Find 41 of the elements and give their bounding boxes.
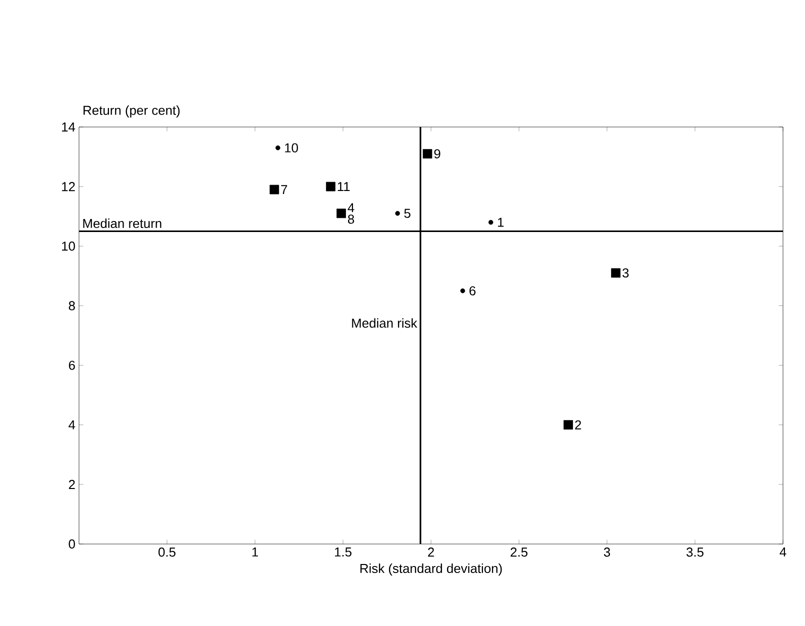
point [395,210,400,216]
x-tick-label: 0.5 [158,548,176,557]
point [326,182,336,192]
y-tick-label: 6 [68,360,75,370]
annotation: 10 [285,143,298,152]
ref-line-label: Median return [83,218,162,228]
point [275,145,280,150]
y-axis-title: Return (per cent) [84,105,180,118]
y-tick-label: 4 [68,420,76,430]
point [422,149,432,158]
annotation: 1 [498,218,504,227]
annotation: 8 [348,214,354,224]
y-tick-label: 12 [62,182,75,192]
point [460,288,466,294]
annotation: 11 [338,182,350,192]
y-tick-label: 10 [62,242,75,251]
y-tick-label: 2 [68,480,75,489]
point [270,184,280,194]
y-tick-label: 0 [68,539,75,549]
x-tick-label: 1.5 [334,548,352,557]
x-tick-label: 4 [780,548,786,556]
annotation: 4 [348,203,354,212]
x-axis-title: Risk (standard deviation) [360,564,502,576]
point [336,208,346,218]
annotation: 3 [622,268,629,278]
point [611,268,620,278]
x-tick-label: 3.5 [686,548,704,557]
x-tick-label: 2.5 [510,548,528,557]
point [564,420,573,430]
y-tick-label: 14 [62,122,76,132]
x-tick-label: 2 [428,548,434,557]
x-tick-label: 3 [604,548,610,557]
ref-line-label: Median risk [352,318,418,328]
annotation: 2 [575,420,582,430]
annotation: 9 [434,149,440,158]
x-tick-label: 1 [252,548,258,556]
annotation: 5 [404,208,410,218]
annotation: 7 [281,185,288,194]
point [488,220,494,225]
annotation: 6 [470,286,476,296]
y-tick-label: 8 [68,301,75,310]
